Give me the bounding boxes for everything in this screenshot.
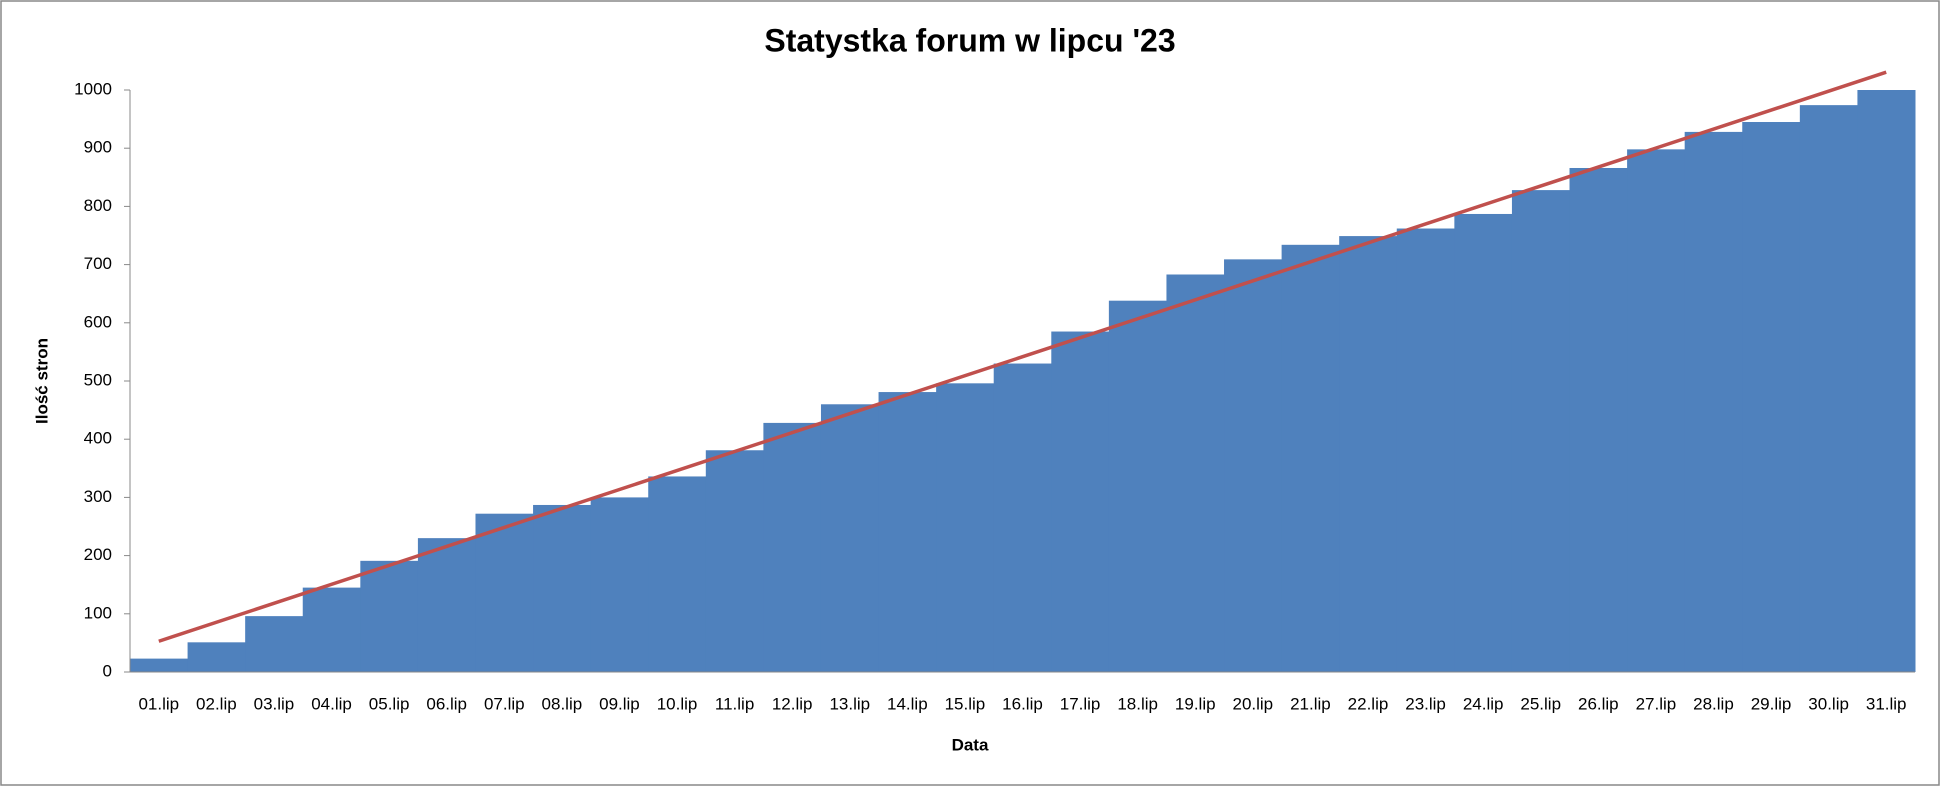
x-tick-label: 12.lip [772,694,813,713]
y-tick-label: 800 [84,196,112,215]
x-tick-label: 02.lip [196,694,237,713]
x-tick-label: 06.lip [426,694,467,713]
x-tick-label: 28.lip [1693,694,1734,713]
bar [475,513,534,672]
x-tick-label: 04.lip [311,694,352,713]
bar [590,497,649,672]
bar [1396,228,1455,673]
bar [245,616,304,672]
x-tick-label: 13.lip [829,694,870,713]
x-tick-label: 19.lip [1175,694,1216,713]
bar [820,404,880,672]
y-tick-label: 0 [103,661,112,680]
x-tick-label: 15.lip [945,694,986,713]
x-tick-label: 14.lip [887,694,928,713]
bar [1857,90,1916,672]
y-tick-label: 400 [84,429,112,448]
chart-title: Statystka forum w lipcu '23 [764,22,1175,58]
x-tick-label: 07.lip [484,694,525,713]
x-tick-label: 23.lip [1405,694,1446,713]
x-tick-label: 18.lip [1117,694,1158,713]
bar [936,383,995,672]
y-tick-label: 700 [84,254,112,273]
bar [878,392,937,672]
bar [1799,105,1858,672]
y-tick-label: 1000 [74,79,112,98]
x-tick-label: 17.lip [1060,694,1101,713]
y-tick-label: 600 [84,312,112,331]
bar [705,450,764,672]
y-axis-title: Ilość stron [32,338,51,424]
y-tick-label: 500 [84,370,112,389]
x-tick-label: 08.lip [542,694,583,713]
bar [417,538,476,672]
bar [993,363,1052,672]
x-tick-label: 01.lip [138,694,179,713]
y-tick-label: 900 [84,138,112,157]
x-tick-label: 25.lip [1520,694,1561,713]
bar [763,422,822,672]
bar [1339,236,1398,672]
x-tick-label: 24.lip [1463,694,1504,713]
bar [302,587,361,672]
y-tick-label: 100 [84,603,112,622]
x-tick-label: 10.lip [657,694,698,713]
bar [1224,259,1283,672]
bar [1684,131,1743,673]
bar [130,658,189,672]
bar [1569,167,1628,672]
x-tick-label: 20.lip [1233,694,1274,713]
trend-line [158,70,1887,643]
y-tick-label: 300 [84,487,112,506]
x-tick-label: 31.lip [1866,694,1907,713]
x-tick-label: 03.lip [254,694,295,713]
x-tick-label: 30.lip [1808,694,1849,713]
bar [1454,213,1513,672]
bar [1051,331,1110,672]
bar [1108,300,1167,672]
x-tick-label: 26.lip [1578,694,1619,713]
x-tick-label: 27.lip [1636,694,1677,713]
x-tick-label: 21.lip [1290,694,1331,713]
bar [1742,122,1801,672]
bar [533,504,592,672]
bar [648,476,707,672]
bar [360,560,419,672]
bar [187,642,246,672]
bar [1166,274,1225,672]
x-axis-title: Data [952,735,989,754]
bar [1511,190,1571,672]
x-tick-label: 22.lip [1348,694,1389,713]
bar [1627,149,1686,672]
x-tick-label: 05.lip [369,694,410,713]
x-tick-label: 16.lip [1002,694,1043,713]
y-tick-label: 200 [84,545,112,564]
x-tick-label: 11.lip [715,694,754,713]
x-tick-label: 09.lip [599,694,640,713]
bar [1281,244,1340,672]
x-tick-label: 29.lip [1751,694,1792,713]
